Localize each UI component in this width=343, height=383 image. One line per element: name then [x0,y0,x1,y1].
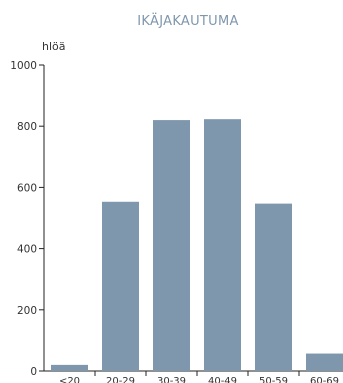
y-ticks: 0 200 400 600 800 1000 [10,60,44,378]
x-tick-label: 50-59 [259,376,288,383]
y-tick-label: 200 [17,305,37,317]
chart-title: IKÄJAKAUTUMA [137,13,238,29]
bar-2 [153,120,190,371]
x-tick-label: 30-39 [157,376,186,383]
x-tick-label: 20-29 [106,376,135,383]
y-tick-label: 600 [17,182,37,194]
y-axis-unit-label: hlöä [42,40,66,53]
y-tick-label: 800 [17,121,37,133]
x-tick-label: <20 [59,376,80,383]
bar-4 [255,203,292,371]
bar-0 [51,364,88,371]
x-tick-labels: <20 20-29 30-39 40-49 50-59 60-69 [59,371,339,383]
y-tick-label: 1000 [10,60,37,72]
x-tick-label: 60-69 [310,376,339,383]
y-tick-label: 400 [17,244,37,256]
bar-3 [204,119,241,371]
x-tick-label: 40-49 [208,376,237,383]
bars [51,119,343,371]
y-tick-label: 0 [30,366,37,378]
bar-1 [102,201,139,371]
bar-5 [306,353,343,371]
